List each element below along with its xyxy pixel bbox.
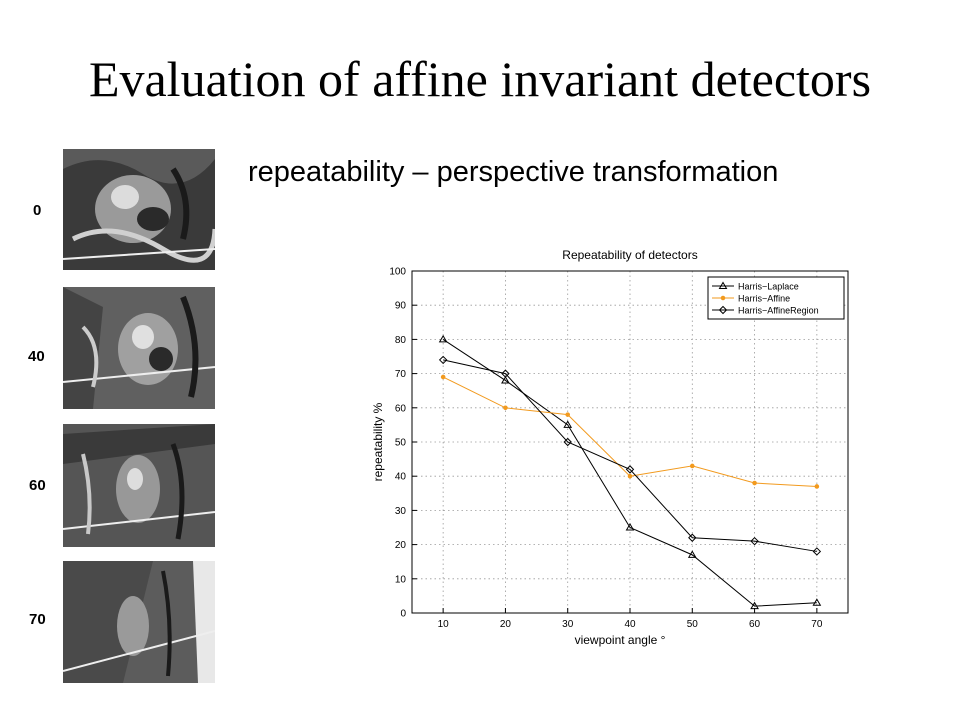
data-point-harris-affineregion [750,536,759,546]
data-point-harris-laplace [687,550,697,558]
x-tick-label: 40 [624,619,636,630]
legend-marker-harris-laplace [718,281,728,289]
data-point-harris-laplace [812,598,822,606]
data-point-harris-affineregion [812,547,822,556]
slide-title: Evaluation of affine invariant detectors [88,51,872,107]
y-tick-label: 80 [395,335,407,346]
data-point-harris-affineregion [438,355,448,365]
legend-label-harris-affineregion: Harris−AffineRegion [738,306,819,316]
data-point-harris-laplace [438,334,448,343]
data-point-harris-affine [503,405,508,411]
legend-marker-harris-affineregion [718,305,728,315]
graffiti-image-60 [63,424,215,547]
graffiti-image-0 [63,149,215,270]
data-point-harris-affine [814,484,820,489]
data-point-harris-laplace [750,601,759,610]
data-point-harris-affine [689,463,695,469]
y-tick-label: 70 [395,369,407,380]
y-tick-label: 40 [395,472,407,483]
angle-label-40: 40 [28,348,45,365]
chart-title: Repeatability of detectors [562,248,697,262]
y-tick-label: 90 [395,301,407,312]
y-axis-label: repeatability % [371,402,385,481]
slide-subtitle: repeatability – perspective transformati… [248,156,779,188]
angle-label-0: 0 [33,202,42,219]
x-tick-label: 20 [500,619,512,630]
y-tick-label: 50 [395,438,407,449]
y-tick-label: 0 [400,609,406,620]
y-tick-label: 10 [395,574,407,585]
data-point-harris-affineregion [501,369,510,378]
y-tick-label: 100 [389,267,406,278]
x-tick-label: 70 [811,619,823,630]
x-tick-label: 60 [749,619,761,630]
x-axis-label: viewpoint angle ° [575,633,666,647]
repeatability-chart: 10 20 30 40 50 60 70 0 10 20 30 40 50 60 70 80 90 100 Repe… [371,248,849,647]
data-point-harris-affineregion [563,437,572,447]
graffiti-image-70 [63,561,215,683]
data-point-harris-affine [565,412,571,417]
series-line-harris-affineregion [443,359,817,552]
data-point-harris-affineregion [625,465,635,474]
data-point-harris-affine [752,480,757,486]
angle-label-60: 60 [29,477,46,494]
y-tick-label: 60 [395,403,407,414]
x-tick-label: 30 [562,619,574,630]
graffiti-image-40 [63,287,215,409]
data-point-harris-laplace [501,375,510,384]
data-point-harris-laplace [625,523,635,531]
data-point-harris-affine [440,374,446,380]
legend-label-harris-laplace: Harris−Laplace [738,282,799,292]
y-tick-label: 20 [395,540,407,551]
data-point-harris-affineregion [688,533,697,542]
y-tick-label: 30 [395,506,407,517]
legend-marker-harris-affine [720,295,726,301]
x-tick-label: 10 [438,619,450,630]
series-line-harris-laplace [442,338,817,607]
x-tick-label: 50 [687,619,699,630]
data-point-harris-laplace [563,420,573,428]
angle-label-70: 70 [29,611,46,628]
legend-label-harris-affine: Harris−Affine [738,294,790,304]
data-point-harris-affine [627,473,633,479]
